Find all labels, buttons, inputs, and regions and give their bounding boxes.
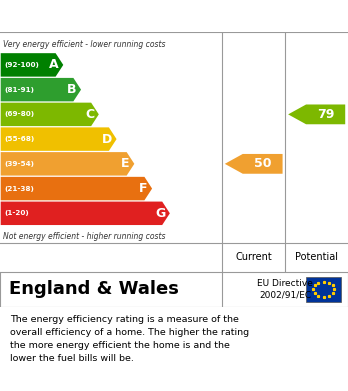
Text: G: G xyxy=(155,207,165,220)
Polygon shape xyxy=(1,127,117,151)
Text: (69-80): (69-80) xyxy=(4,111,34,117)
Text: (81-91): (81-91) xyxy=(4,87,34,93)
Text: D: D xyxy=(102,133,112,145)
Text: 50: 50 xyxy=(254,157,271,170)
Text: The energy efficiency rating is a measure of the
overall efficiency of a home. T: The energy efficiency rating is a measur… xyxy=(10,315,250,363)
Polygon shape xyxy=(1,103,99,126)
Text: 79: 79 xyxy=(317,108,334,121)
FancyBboxPatch shape xyxy=(306,277,341,302)
Text: EU Directive
2002/91/EC: EU Directive 2002/91/EC xyxy=(257,279,313,300)
Polygon shape xyxy=(1,53,63,77)
Text: (1-20): (1-20) xyxy=(4,210,29,216)
Text: (39-54): (39-54) xyxy=(4,161,34,167)
Polygon shape xyxy=(288,104,345,124)
Text: E: E xyxy=(121,157,130,170)
Text: C: C xyxy=(85,108,94,121)
Text: A: A xyxy=(49,58,59,72)
Polygon shape xyxy=(225,154,283,174)
Text: (21-38): (21-38) xyxy=(4,186,34,192)
Text: Very energy efficient - lower running costs: Very energy efficient - lower running co… xyxy=(3,40,166,49)
Text: England & Wales: England & Wales xyxy=(9,280,179,298)
Text: (92-100): (92-100) xyxy=(4,62,39,68)
Text: Not energy efficient - higher running costs: Not energy efficient - higher running co… xyxy=(3,232,166,241)
Text: Energy Efficiency Rating: Energy Efficiency Rating xyxy=(60,7,288,25)
Text: (55-68): (55-68) xyxy=(4,136,34,142)
Polygon shape xyxy=(1,202,170,225)
Text: Current: Current xyxy=(235,253,272,262)
Polygon shape xyxy=(1,78,81,101)
Polygon shape xyxy=(1,152,134,176)
Text: B: B xyxy=(67,83,77,96)
Text: Potential: Potential xyxy=(295,253,338,262)
Polygon shape xyxy=(1,177,152,200)
Text: F: F xyxy=(139,182,148,195)
